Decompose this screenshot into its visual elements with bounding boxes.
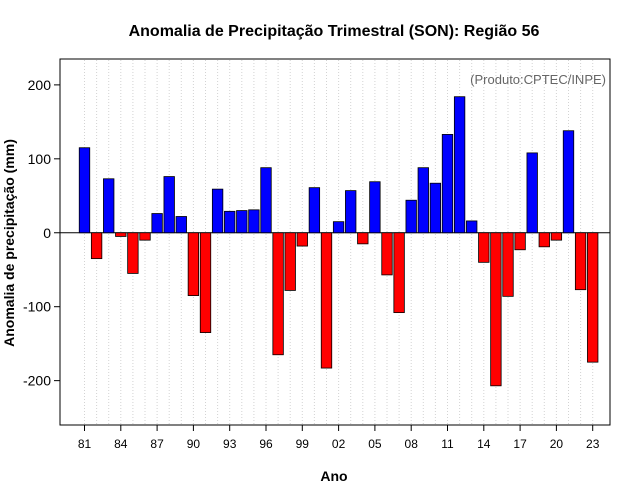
y-tick-label: 100 bbox=[28, 151, 52, 167]
y-axis-label: Anomalia de precipitação (mm) bbox=[1, 139, 17, 347]
bar-2007 bbox=[393, 232, 405, 314]
bar-1984 bbox=[115, 232, 127, 237]
bar-2010 bbox=[429, 182, 442, 234]
x-tick-label: 87 bbox=[150, 437, 164, 451]
bar-1983 bbox=[103, 178, 115, 234]
bar-1986 bbox=[139, 232, 151, 241]
bar-1993 bbox=[224, 210, 236, 234]
bar-2012 bbox=[453, 96, 466, 234]
bar-1990 bbox=[187, 232, 200, 297]
bar-2002 bbox=[332, 221, 345, 234]
bar-1988 bbox=[163, 176, 175, 234]
bar-1987 bbox=[151, 213, 163, 234]
bar-1992 bbox=[211, 188, 224, 234]
x-tick-label: 11 bbox=[441, 437, 454, 451]
plot-frame bbox=[59, 58, 611, 426]
bar-1981 bbox=[78, 147, 91, 234]
bar-2023 bbox=[587, 232, 599, 363]
bar-2003 bbox=[345, 190, 357, 234]
bar-1996 bbox=[260, 167, 272, 234]
x-tick-label: 08 bbox=[405, 437, 419, 451]
x-tick-label: 17 bbox=[513, 437, 527, 451]
bar-2018 bbox=[526, 152, 538, 234]
bar-1999 bbox=[296, 232, 308, 247]
bars bbox=[78, 96, 599, 387]
x-tick-label: 93 bbox=[223, 437, 237, 451]
bar-2000 bbox=[308, 187, 321, 234]
bar-2014 bbox=[478, 232, 490, 263]
x-tick-label: 90 bbox=[187, 437, 201, 451]
bar-2021 bbox=[562, 130, 575, 234]
bar-1985 bbox=[127, 232, 139, 274]
bar-1989 bbox=[175, 216, 187, 234]
bar-2004 bbox=[357, 232, 369, 245]
bar-2017 bbox=[514, 232, 526, 251]
x-tick-label: 99 bbox=[296, 437, 310, 451]
y-tick-label: 200 bbox=[28, 77, 52, 93]
x-tick-label: 05 bbox=[368, 437, 382, 451]
bar-1998 bbox=[284, 232, 296, 291]
bar-2011 bbox=[441, 134, 454, 234]
bar-1991 bbox=[199, 232, 212, 333]
bar-2022 bbox=[574, 232, 587, 291]
bar-2020 bbox=[550, 232, 563, 241]
y-tick-label: -200 bbox=[23, 373, 51, 389]
bar-1995 bbox=[248, 209, 260, 234]
bar-2006 bbox=[381, 232, 393, 276]
bar-2013 bbox=[466, 220, 478, 234]
bar-2015 bbox=[490, 232, 502, 387]
x-tick-label: 02 bbox=[332, 437, 346, 451]
x-tick-label: 23 bbox=[586, 437, 600, 451]
bar-2009 bbox=[417, 167, 429, 234]
source-annotation: (Produto:CPTEC/INPE) bbox=[470, 72, 606, 87]
x-tick-label: 20 bbox=[550, 437, 564, 451]
x-tick-label: 81 bbox=[78, 437, 92, 451]
y-axis: -200 -100 0 100 200 bbox=[23, 77, 60, 389]
x-tick-label: 14 bbox=[477, 437, 491, 451]
bar-1982 bbox=[90, 232, 103, 260]
x-tick-label: 84 bbox=[114, 437, 128, 451]
bar-1997 bbox=[272, 232, 284, 356]
bar-2005 bbox=[369, 181, 381, 234]
y-tick-label: 0 bbox=[43, 225, 51, 241]
bar-1994 bbox=[236, 210, 248, 234]
x-axis: 81 84 87 90 93 96 99 02 05 08 11 14 17 20 23 bbox=[78, 425, 600, 451]
bar-2001 bbox=[320, 232, 333, 369]
bar-2019 bbox=[538, 232, 550, 248]
x-tick-label: 96 bbox=[259, 437, 273, 451]
bar-2016 bbox=[502, 232, 514, 297]
chart-title: Anomalia de Precipitação Trimestral (SON… bbox=[129, 23, 540, 40]
y-tick-label: -100 bbox=[23, 299, 51, 315]
bar-2008 bbox=[405, 199, 417, 234]
x-axis-label: Ano bbox=[320, 468, 347, 484]
